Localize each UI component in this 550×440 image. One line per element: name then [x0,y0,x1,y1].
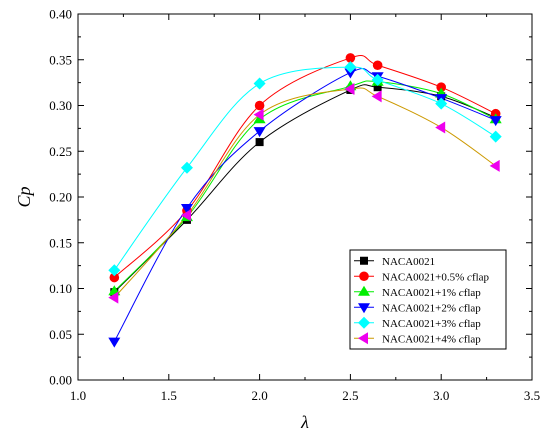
series-3-point [489,116,502,127]
x-tick-label: 2.5 [342,388,358,403]
legend-marker-3 [358,303,370,314]
legend-label-5: NACA0021+4% cflap [382,333,481,345]
series-4-point [435,97,448,110]
series-curve-3 [113,68,496,342]
legend-label-4: NACA0021+3% cflap [382,318,481,330]
series-1-point [109,272,120,283]
x-tick-label: 1.5 [161,388,177,403]
series-1-point [345,53,356,63]
series-3-point [344,68,357,79]
legend-label-part: c [459,302,464,314]
legend-label-part: NACA0021+2% [382,302,459,314]
legend-label-part: NACA0021 [382,256,435,268]
x-tick-label: 1.0 [70,388,86,403]
y-tick-label: 0.20 [49,190,72,205]
legend-marker-0 [360,256,368,265]
legend-label-3: NACA0021+2% cflap [382,302,481,314]
legend-label-part: NACA0021+3% [382,318,459,330]
y-tick-label: 0.30 [49,98,72,113]
series-1-point [436,82,447,92]
y-tick-label: 0.15 [49,235,72,250]
y-tick-label: 0.10 [49,281,72,296]
series-1-point [372,60,383,71]
legend-marker-1 [359,271,369,282]
series-5-point [108,291,119,304]
series-5-point [435,121,446,134]
series-5-point [489,159,500,172]
series-4-point [489,130,502,143]
series-5-point [180,209,191,222]
legend-label-part: c [467,271,472,283]
series-3-point [253,127,266,138]
series-markers [108,53,502,348]
series-0-point [255,138,264,147]
x-tick-label: 2.0 [251,388,267,403]
y-tick-label: 0.25 [49,144,72,159]
x-tick-label: 3.0 [433,388,449,403]
series-4-point [371,73,384,86]
legend-label-0: NACA0021 [382,256,435,268]
legend-label-part: flap [472,271,490,283]
series-3-point [180,203,193,214]
axis-ticks [77,13,533,381]
y-tick-label: 0.05 [49,327,72,342]
series-5-point [344,83,355,96]
series-4-point [108,264,121,277]
y-tick-label: 0.40 [49,7,72,22]
x-tick-label: 3.5 [524,388,540,403]
series-5-point [371,90,382,103]
axis-tick-labels: 1.0 1.5 2.0 2.5 3.0 3.5 0.00 0.05 0.10 0.15 0.20 0.… [49,7,540,404]
legend-label-part: flap [464,287,482,299]
y-tick-label: 0.35 [49,52,72,67]
series-4-point [344,61,357,74]
series-4-point [253,77,266,90]
series-0-point [373,83,382,92]
legend-label-part: c [459,318,464,330]
legend-label-1: NACA0021+0.5% cflap [382,271,490,283]
legend-label-part: NACA0021+0.5% [382,271,467,283]
series-1-point [254,100,265,111]
legend-label-part: flap [464,302,482,314]
series-3-point [108,337,121,348]
y-axis-label: Cp [14,186,34,207]
legend-label-part: flap [464,318,482,330]
legend-box [349,249,507,350]
legend-label-part: NACA0021+1% [382,287,459,299]
series-5-point [253,108,264,121]
legend-label-part: flap [464,333,482,345]
y-tick-label: 0.00 [49,373,72,388]
legend-label-part: c [459,287,464,299]
legend-marker-5 [358,332,368,345]
legend-label-2: NACA0021+1% cflap [382,287,481,299]
series-4-point [180,161,193,174]
legend-label-part: c [459,333,464,345]
legend-label-part: NACA0021+4% [382,333,459,345]
legend-marker-2 [358,285,370,296]
series-curve-4 [113,66,496,271]
legend-marker-4 [358,316,370,329]
x-axis-label: λ [300,412,309,432]
